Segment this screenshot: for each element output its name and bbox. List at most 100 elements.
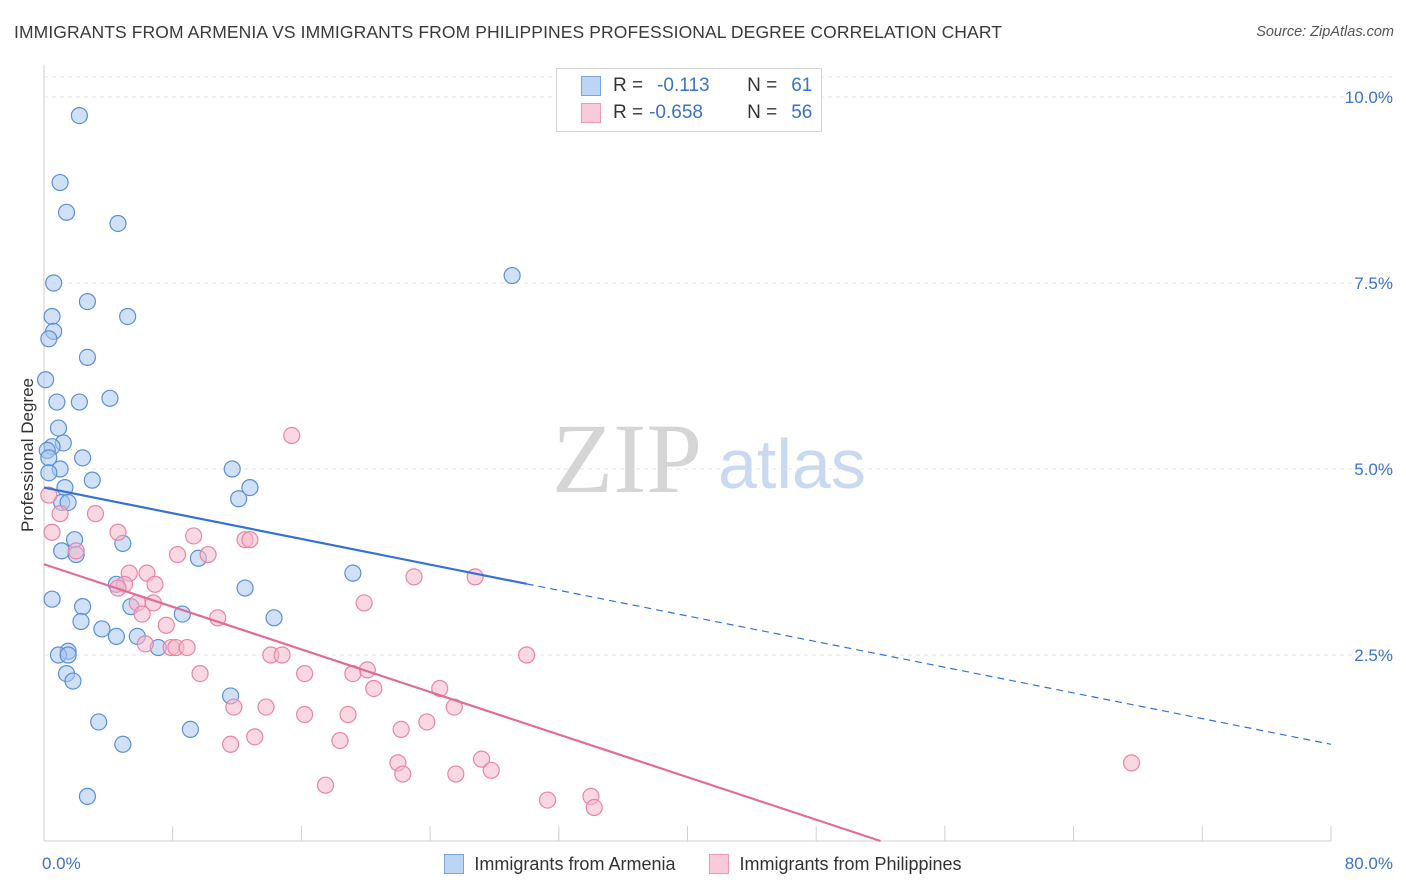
- point-philippines: [405, 568, 423, 586]
- point-philippines: [67, 542, 85, 560]
- point-philippines: [86, 505, 105, 523]
- point-armenia: [74, 598, 92, 616]
- legend-item-philippines[interactable]: Immigrants from Philippines: [709, 851, 962, 877]
- x-tick-label: 0.0%: [42, 854, 81, 873]
- point-armenia: [173, 605, 191, 623]
- watermark-atlas: atlas: [718, 425, 866, 503]
- legend-swatch-armenia: [581, 76, 601, 96]
- point-philippines: [339, 705, 357, 724]
- point-philippines: [273, 646, 291, 664]
- point-armenia: [101, 389, 119, 407]
- point-philippines: [447, 765, 465, 783]
- legend-swatch-philippines: [709, 854, 730, 874]
- trend-line-armenia-extension: [526, 583, 1332, 745]
- point-philippines: [585, 798, 603, 817]
- series-armenia: [37, 106, 521, 805]
- series-philippines: [40, 426, 1141, 817]
- point-philippines: [225, 698, 243, 716]
- series-legend: Immigrants from Armenia Immigrants from …: [0, 851, 1406, 877]
- legend-item-armenia[interactable]: Immigrants from Armenia: [444, 851, 675, 877]
- legend-n-label: N =: [747, 75, 778, 96]
- y-axis-label: Professional Degree: [18, 377, 37, 533]
- point-philippines: [518, 646, 536, 664]
- tick-labels: 2.5% 5.0% 7.5% 10.0% 0.0% 80.0%: [42, 88, 1393, 873]
- point-armenia: [241, 479, 259, 497]
- point-philippines: [283, 426, 301, 445]
- point-armenia: [43, 307, 61, 326]
- point-philippines: [257, 698, 275, 716]
- point-armenia: [114, 735, 132, 753]
- point-armenia: [49, 419, 68, 437]
- point-philippines: [538, 791, 557, 809]
- point-armenia: [40, 464, 58, 482]
- legend-n-value: 61: [791, 75, 813, 96]
- point-philippines: [365, 679, 383, 698]
- point-philippines: [157, 616, 175, 634]
- x-tick-label: 80.0%: [1345, 854, 1393, 873]
- point-armenia: [230, 490, 248, 508]
- legend-r-value: -0.113: [657, 75, 710, 96]
- point-armenia: [181, 720, 199, 739]
- point-armenia: [48, 393, 66, 411]
- point-armenia: [107, 627, 125, 646]
- legend-label-armenia: Immigrants from Armenia: [474, 853, 676, 874]
- point-philippines: [40, 486, 58, 504]
- point-philippines: [178, 638, 196, 657]
- point-philippines: [43, 523, 61, 541]
- legend-swatch-philippines: [581, 103, 601, 123]
- point-armenia: [223, 460, 241, 478]
- point-armenia: [109, 214, 127, 233]
- legend-row-armenia: R = -0.113 N = 61: [581, 74, 812, 98]
- point-armenia: [83, 471, 101, 489]
- trend-line-philippines: [43, 563, 881, 843]
- y-tick-label: 2.5%: [1354, 646, 1393, 665]
- point-philippines: [296, 664, 314, 683]
- point-armenia: [43, 590, 61, 608]
- point-armenia: [90, 713, 108, 731]
- trend-lines: [43, 486, 1332, 843]
- legend-label-philippines: Immigrants from Philippines: [739, 853, 962, 874]
- point-philippines: [168, 545, 187, 564]
- point-philippines: [466, 568, 484, 586]
- point-armenia: [64, 672, 82, 690]
- point-armenia: [40, 330, 58, 348]
- source-label: Source: ZipAtlas.com: [1256, 24, 1394, 40]
- point-armenia: [53, 542, 71, 560]
- point-philippines: [355, 594, 373, 612]
- point-philippines: [246, 728, 264, 746]
- point-armenia: [78, 787, 97, 805]
- point-philippines: [482, 761, 500, 779]
- point-philippines: [109, 523, 127, 541]
- point-armenia: [59, 646, 77, 664]
- legend-n-value: 56: [791, 102, 813, 123]
- y-tick-label: 5.0%: [1354, 460, 1393, 479]
- legend-n-label: N =: [747, 102, 778, 123]
- point-armenia: [78, 293, 97, 311]
- y-tick-label: 7.5%: [1354, 274, 1393, 293]
- correlation-legend: R = -0.113 N = 61 R = -0.658 N = 56: [556, 68, 822, 132]
- point-armenia: [72, 612, 90, 631]
- point-philippines: [394, 765, 412, 783]
- point-philippines: [146, 575, 164, 593]
- legend-swatch-armenia: [444, 854, 465, 874]
- watermark-zip: ZIP: [552, 403, 702, 514]
- point-philippines: [133, 605, 151, 623]
- point-armenia: [70, 393, 88, 411]
- point-armenia: [236, 579, 254, 597]
- point-philippines: [472, 750, 491, 768]
- point-armenia: [45, 274, 63, 292]
- point-philippines: [418, 713, 436, 731]
- point-philippines: [199, 545, 217, 564]
- point-philippines: [185, 527, 203, 545]
- point-armenia: [265, 609, 283, 627]
- point-philippines: [191, 664, 209, 683]
- watermark: ZIP atlas: [552, 403, 866, 514]
- trend-line-armenia: [43, 486, 527, 585]
- point-armenia: [119, 307, 137, 326]
- legend-r-label: R =: [613, 75, 644, 96]
- legend-r-label: R =: [613, 102, 644, 123]
- point-armenia: [57, 203, 76, 221]
- point-philippines: [136, 635, 154, 653]
- point-philippines: [1122, 754, 1141, 772]
